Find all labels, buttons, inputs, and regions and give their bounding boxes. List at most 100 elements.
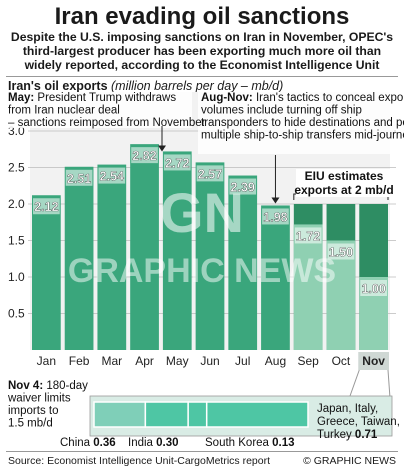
y-tick-label: 1.5 [8, 234, 25, 248]
may-annotation: May: President Trump withdraws from Iran … [8, 92, 206, 129]
eiu-label-bg [296, 169, 392, 197]
page-subtitle: Despite the U.S. imposing sanctions on I… [10, 30, 394, 72]
y-tick-label: 1.0 [8, 270, 25, 284]
chart-title-unit: (million barrels per day – mb/d) [111, 79, 284, 93]
bar-may [162, 151, 192, 350]
aug-nov-annotation-line: volumes include turning off ship [201, 105, 362, 117]
bar-apr [130, 144, 159, 350]
bar-sep [293, 224, 323, 350]
label-others-line: Greece, Taiwan, [317, 416, 400, 428]
divider [6, 76, 398, 77]
label-others-value: 0.71 [355, 429, 378, 441]
value-label-bg [33, 198, 60, 215]
chart-title-main: Iran's oil exports [8, 79, 108, 93]
y-tick-label: 0.5 [8, 307, 25, 321]
label-india-value: 0.30 [156, 437, 178, 449]
value-label: 2.72 [165, 156, 189, 170]
value-label-bg [229, 178, 257, 195]
value-label-bg [196, 165, 224, 182]
highlight-box [358, 352, 389, 370]
label-south-korea-name: South Korea [205, 437, 272, 449]
bar-mar [97, 164, 127, 350]
nov4-annotation: Nov 4: 180-day waiver limits imports to 1.5… [7, 380, 88, 430]
waiver-connector [348, 369, 391, 399]
value-label: 1.50 [329, 246, 353, 260]
bar-jun [195, 162, 225, 350]
label-india: India 0.30 [128, 437, 179, 449]
bar-jan [32, 195, 61, 350]
nov4-annotation-bold: Nov 4: [8, 380, 43, 392]
value-label: 2.54 [100, 170, 124, 184]
x-tick-label: Aug [265, 354, 286, 368]
watermark-text: GRAPHIC NEWS [68, 252, 336, 290]
aug-nov-annotation: Aug-Nov: Iran's tactics to conceal expor… [201, 92, 404, 142]
aug-nov-annotation-bold: Aug-Nov: [201, 92, 253, 104]
x-tick-label: Nov [362, 354, 385, 368]
value-label-bg [360, 280, 387, 296]
may-arrow [158, 145, 166, 152]
value-label: 2.12 [34, 200, 58, 214]
bar-aug [261, 205, 290, 350]
label-china-value: 0.36 [93, 437, 115, 449]
bar-jul [228, 175, 258, 350]
nov4-annotation-line: Nov 4: 180-day [8, 380, 88, 392]
value-label: 1.72 [296, 229, 320, 243]
x-tick-label: Mar [101, 354, 122, 368]
watermark-logo: GN [160, 181, 244, 244]
label-south-korea: South Korea 0.13 [205, 437, 295, 449]
label-india-name: India [128, 437, 156, 449]
aug-nov-annotation-line: Aug-Nov: Iran's tactics to conceal expor… [201, 92, 404, 104]
x-tick-label: Jun [200, 354, 219, 368]
label-others-line: Turkey 0.71 [317, 429, 378, 441]
annotation-bg [198, 92, 394, 154]
value-label-bg [98, 167, 126, 184]
waiver-segment [187, 401, 208, 428]
x-tick-label: May [166, 354, 189, 368]
page-title: Iran evading oil sanctions [54, 3, 350, 30]
aug-nov-annotation-line: transponders to hide destinations and pe… [201, 117, 404, 129]
annotation-bg [6, 92, 192, 128]
label-south-korea-value: 0.13 [272, 437, 294, 449]
value-label: 2.39 [231, 181, 255, 195]
waiver-segment [205, 401, 309, 428]
value-label: 2.82 [132, 149, 156, 163]
value-label-bg [131, 147, 158, 164]
eiu-label-line: exports at 2 mb/d [294, 183, 393, 197]
value-label-bg [163, 154, 191, 171]
may-annotation-bold: May: [8, 92, 34, 104]
value-label: 2.51 [67, 172, 91, 186]
label-china-name: China [60, 437, 93, 449]
value-label-bg [262, 208, 289, 225]
footer: Source: Economist Intelligence Unit-Carg… [6, 451, 398, 467]
nov4-annotation-line: imports to [8, 405, 59, 417]
bar-feb [64, 166, 94, 350]
x-tick-label: Feb [69, 354, 90, 368]
may-annotation-line: – sanctions reimposed from November [8, 117, 206, 129]
aug-arrow [271, 197, 280, 204]
aug-nov-annotation-line: multiple ship-to-ship transfers mid-jour… [201, 130, 404, 142]
value-label: 1.98 [263, 210, 287, 224]
value-label-bg [327, 243, 355, 260]
nov4-annotation-line: 1.5 mb/d [8, 418, 53, 430]
chart-title: Iran's oil exports (million barrels per … [8, 79, 283, 93]
nov4-annotation-line: waiver limits [7, 393, 71, 405]
value-label: 1.00 [361, 282, 385, 296]
may-annotation-line: May: President Trump withdraws [8, 92, 176, 104]
value-label-bg [294, 227, 322, 244]
y-tick-label: 2.5 [8, 161, 25, 175]
x-tick-label: Sep [298, 354, 320, 368]
x-tick-label: Apr [135, 354, 154, 368]
y-tick-label: 2.0 [8, 197, 25, 211]
x-tick-label: Oct [332, 354, 351, 368]
credit: © GRAPHIC NEWS [303, 455, 396, 467]
source-note: Source: Economist Intelligence Unit-Carg… [8, 455, 271, 467]
value-label: 2.57 [198, 167, 222, 181]
waiver-segment [93, 401, 147, 428]
eiu-label-line: EIU estimates [305, 169, 384, 183]
label-china: China 0.36 [60, 437, 116, 449]
x-tick-label: Jul [235, 354, 250, 368]
label-others-line: Japan, Italy, [317, 403, 378, 415]
x-tick-label: Jan [37, 354, 56, 368]
waiver-segment [144, 401, 189, 428]
